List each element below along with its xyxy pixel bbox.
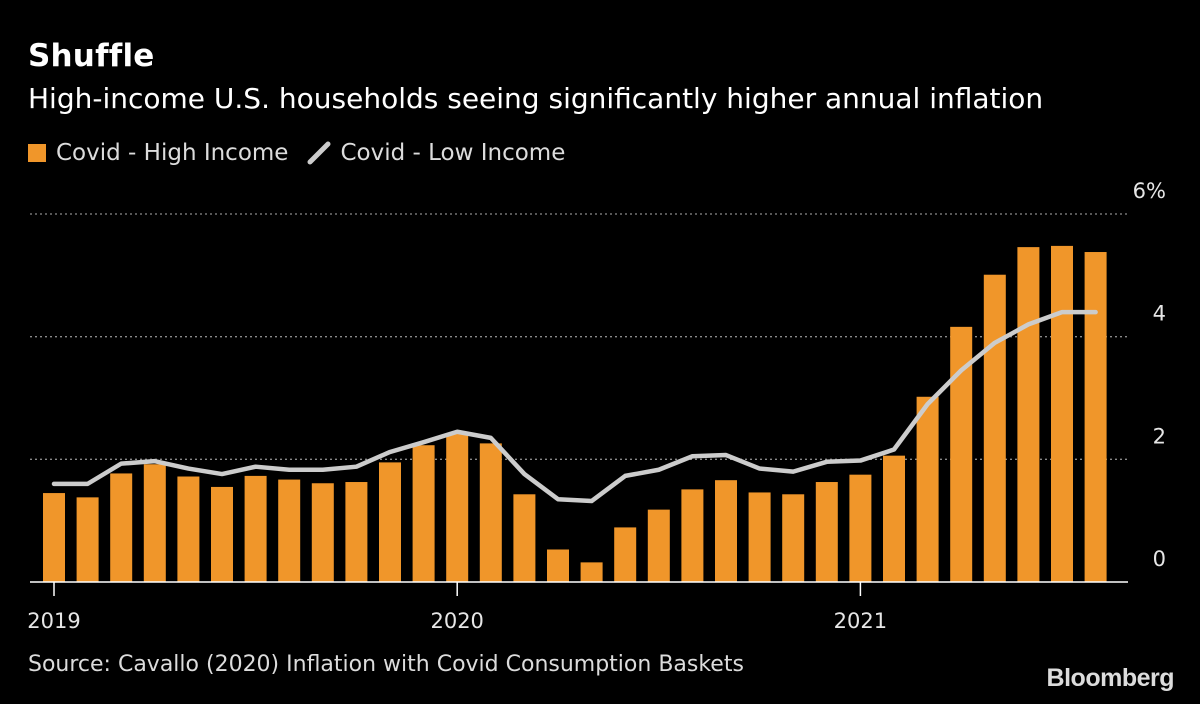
bar: [211, 486, 233, 582]
bar: [513, 494, 536, 582]
bar: [1017, 247, 1040, 582]
bar: [345, 482, 368, 582]
x-tick-label: 2020: [430, 609, 483, 633]
bar: [614, 527, 637, 582]
bar: [311, 483, 334, 582]
bar: [983, 274, 1006, 582]
series-line-low-income: [51, 309, 1098, 504]
bar: [43, 493, 65, 582]
bar: [143, 464, 166, 582]
bloomberg-logo: Bloomberg: [1046, 664, 1175, 692]
bar: [76, 497, 99, 582]
bar: [1084, 252, 1107, 582]
x-tick-label: 2019: [27, 609, 80, 633]
legend: Covid - High Income Covid - Low Income: [28, 140, 583, 166]
y-tick-label: 2: [1153, 424, 1166, 448]
bar: [177, 476, 200, 582]
chart-subtitle: High-income U.S. households seeing signi…: [28, 82, 1044, 115]
source-note: Source: Cavallo (2020) Inflation with Co…: [28, 652, 744, 677]
legend-label-high-income: Covid - High Income: [56, 140, 289, 166]
bar: [748, 492, 771, 582]
bar: [1051, 245, 1073, 583]
chart-title: Shuffle: [28, 38, 155, 74]
legend-label-low-income: Covid - Low Income: [340, 140, 566, 166]
bar: [715, 480, 737, 582]
legend-swatch-line: [307, 141, 331, 165]
y-tick-label: 6%: [1133, 179, 1166, 203]
bar: [815, 482, 838, 582]
y-tick-label: 4: [1153, 302, 1166, 326]
bar: [849, 474, 872, 582]
legend-item-low-income: Covid - Low Income: [306, 140, 565, 166]
bar: [883, 455, 905, 582]
bar: [681, 489, 704, 582]
bar: [950, 326, 973, 582]
bar: [647, 509, 670, 582]
bar: [110, 473, 133, 582]
bar: [479, 443, 502, 582]
x-tick-label: 2021: [834, 609, 887, 633]
bar: [580, 562, 603, 582]
bar: [916, 396, 939, 582]
legend-item-high-income: Covid - High Income: [28, 140, 288, 166]
legend-line-icon: [307, 141, 331, 165]
bar: [379, 462, 401, 582]
bar: [782, 494, 805, 582]
bar: [244, 475, 267, 582]
bar: [278, 479, 301, 582]
bar: [446, 433, 469, 582]
bar: [547, 549, 569, 582]
legend-swatch-bar: [28, 144, 46, 162]
y-tick-label: 0: [1153, 547, 1166, 571]
bar: [412, 445, 435, 582]
